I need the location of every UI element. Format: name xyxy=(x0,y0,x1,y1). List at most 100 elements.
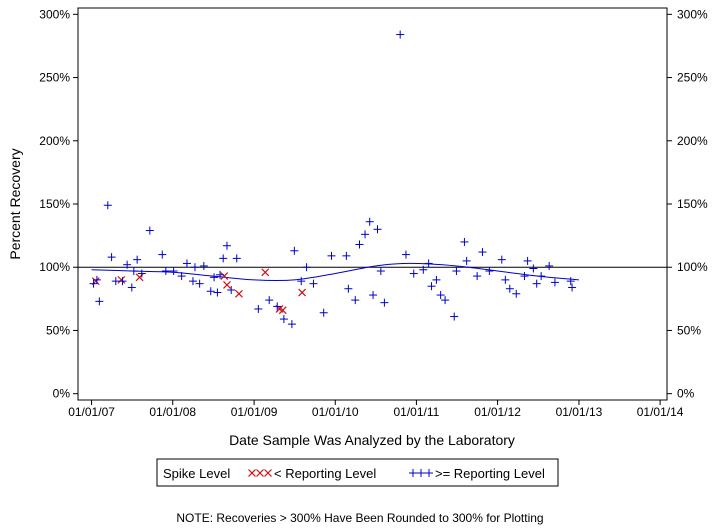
data-point-at-or-above-reporting xyxy=(95,297,104,306)
data-point-at-or-above-reporting xyxy=(529,264,538,273)
data-point-at-or-above-reporting xyxy=(182,259,191,268)
y-axis-left: 0% 50% 100% 150% 200% 250% 300% xyxy=(39,7,78,401)
data-point-at-or-above-reporting xyxy=(436,291,445,300)
x-tick-label: 01/01/12 xyxy=(474,405,521,419)
x-axis-title: Date Sample Was Analyzed by the Laborato… xyxy=(229,432,515,448)
legend-box xyxy=(156,458,559,487)
data-point-at-or-above-reporting xyxy=(319,308,328,317)
x-tick-label: 01/01/07 xyxy=(68,405,115,419)
data-point-at-or-above-reporting xyxy=(485,267,494,276)
data-point-at-or-above-reporting xyxy=(213,288,222,297)
data-point-at-or-above-reporting xyxy=(297,277,306,286)
data-point-at-or-above-reporting xyxy=(177,272,186,281)
legend-x-marker xyxy=(248,469,256,477)
data-point-below-reporting xyxy=(117,275,126,284)
data-point-at-or-above-reporting xyxy=(290,246,299,255)
data-point-at-or-above-reporting xyxy=(396,30,405,39)
data-point-at-or-above-reporting xyxy=(287,320,296,329)
data-point-at-or-above-reporting xyxy=(532,279,541,288)
data-point-at-or-above-reporting xyxy=(89,279,98,288)
data-point-at-or-above-reporting xyxy=(118,277,127,286)
data-point-at-or-above-reporting xyxy=(327,251,336,260)
data-point-at-or-above-reporting xyxy=(452,267,461,276)
data-point-below-reporting xyxy=(298,288,307,297)
data-point-at-or-above-reporting xyxy=(123,260,132,269)
y-tick-label-left: 100% xyxy=(39,260,70,274)
data-point-at-or-above-reporting xyxy=(545,261,554,270)
data-point-at-or-above-reporting xyxy=(537,272,546,281)
legend: Spike Level < Reporting Level >= Reporti… xyxy=(156,458,559,487)
trend-line xyxy=(91,262,579,282)
data-point-at-or-above-reporting xyxy=(169,267,178,276)
data-point-at-or-above-reporting xyxy=(568,283,577,292)
data-point-at-or-above-reporting xyxy=(365,217,374,226)
data-point-at-or-above-reporting xyxy=(344,284,353,293)
data-point-at-or-above-reporting xyxy=(107,253,116,262)
data-point-at-or-above-reporting xyxy=(190,263,199,272)
data-point-at-or-above-reporting xyxy=(302,263,311,272)
data-point-at-or-above-reporting xyxy=(195,279,204,288)
data-point-at-or-above-reporting xyxy=(103,201,112,210)
data-point-at-or-above-reporting xyxy=(161,267,170,276)
data-point-at-or-above-reporting xyxy=(254,304,263,313)
data-point-at-or-above-reporting xyxy=(427,282,436,291)
data-point-at-or-above-reporting xyxy=(92,275,101,284)
data-point-at-or-above-reporting xyxy=(505,284,514,293)
data-point-at-or-above-reporting xyxy=(127,283,136,292)
data-points xyxy=(89,30,577,329)
data-point-below-reporting xyxy=(220,272,229,281)
data-point-at-or-above-reporting xyxy=(219,254,228,263)
data-point-at-or-above-reporting xyxy=(501,275,510,284)
legend-plus-marker xyxy=(409,469,417,477)
data-point-at-or-above-reporting xyxy=(111,277,120,286)
y-tick-label-left: 0% xyxy=(53,387,71,401)
data-point-below-reporting xyxy=(235,289,243,298)
data-point-below-reporting xyxy=(278,306,287,315)
y-tick-label-left: 150% xyxy=(39,197,70,211)
legend-plus-marker xyxy=(417,469,425,477)
legend-x-marker xyxy=(256,469,264,477)
legend-marker-below-reporting xyxy=(248,469,272,477)
data-point-at-or-above-reporting xyxy=(462,256,471,265)
data-point-at-or-above-reporting xyxy=(355,240,364,249)
y-tick-label-right: 0% xyxy=(677,387,695,401)
y-tick-label-left: 250% xyxy=(39,71,70,85)
data-point-at-or-above-reporting xyxy=(199,261,208,270)
data-point-at-or-above-reporting xyxy=(145,226,154,235)
y-axis-right: 0% 50% 100% 150% 200% 250% 300% xyxy=(667,7,708,401)
x-tick-label: 01/01/10 xyxy=(312,405,359,419)
data-point-at-or-above-reporting xyxy=(351,296,360,305)
data-point-at-or-above-reporting xyxy=(273,302,282,311)
legend-label-below-reporting: < Reporting Level xyxy=(274,466,376,481)
y-axis-title: Percent Recovery xyxy=(7,148,23,259)
data-point-at-or-above-reporting xyxy=(129,267,138,276)
note-text: NOTE: Recoveries > 300% Have Been Rounde… xyxy=(176,511,543,525)
legend-plus-marker xyxy=(425,469,433,477)
data-point-at-or-above-reporting xyxy=(419,265,428,274)
data-point-at-or-above-reporting xyxy=(432,275,441,284)
data-point-at-or-above-reporting xyxy=(520,272,529,281)
data-point-at-or-above-reporting xyxy=(478,248,487,257)
data-point-at-or-above-reporting xyxy=(424,259,433,268)
data-point-at-or-above-reporting xyxy=(497,255,506,264)
x-tick-label: 01/01/14 xyxy=(637,405,684,419)
data-point-at-or-above-reporting xyxy=(232,254,241,263)
data-point-at-or-above-reporting xyxy=(401,250,410,259)
data-point-at-or-above-reporting xyxy=(210,273,219,282)
x-tick-label: 01/01/13 xyxy=(556,405,603,419)
y-tick-label-right: 200% xyxy=(677,134,708,148)
data-point-at-or-above-reporting xyxy=(523,256,532,265)
data-point-at-or-above-reporting xyxy=(369,291,378,300)
y-tick-label-right: 300% xyxy=(677,7,708,21)
legend-label-at-or-above-reporting: >= Reporting Level xyxy=(435,466,545,481)
data-point-at-or-above-reporting xyxy=(380,298,389,307)
legend-marker-at-or-above-reporting xyxy=(409,469,433,477)
x-axis: 01/01/07 01/01/08 01/01/09 01/01/10 01/01/11… xyxy=(68,400,684,419)
y-tick-label-left: 50% xyxy=(46,323,70,337)
y-tick-label-left: 200% xyxy=(39,134,70,148)
y-tick-label-left: 300% xyxy=(39,7,70,21)
data-point-at-or-above-reporting xyxy=(373,225,382,234)
data-point-at-or-above-reporting xyxy=(227,285,236,294)
data-point-at-or-above-reporting xyxy=(409,269,418,278)
data-point-at-or-above-reporting xyxy=(512,289,521,298)
